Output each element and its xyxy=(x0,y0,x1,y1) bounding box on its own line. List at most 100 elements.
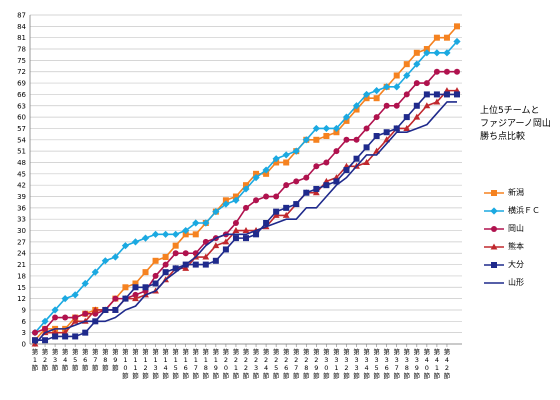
y-tick-label: 3 xyxy=(22,329,26,337)
data-point xyxy=(131,238,140,246)
data-point xyxy=(132,291,139,298)
data-point xyxy=(393,102,400,109)
data-point xyxy=(352,102,361,110)
y-tick-label: 6 xyxy=(22,318,27,326)
y-tick-label: 27 xyxy=(17,238,26,246)
data-point xyxy=(383,129,390,136)
data-point xyxy=(353,155,360,162)
data-point xyxy=(423,102,431,109)
data-point xyxy=(192,219,200,227)
data-point xyxy=(192,261,199,268)
data-point xyxy=(32,329,38,336)
data-point xyxy=(51,306,59,314)
data-point xyxy=(323,182,330,189)
legend-label-yamagata: 山形 xyxy=(508,278,524,287)
data-point xyxy=(383,83,391,91)
data-point xyxy=(192,231,199,238)
data-point xyxy=(71,317,79,324)
y-tick-label: 15 xyxy=(17,284,26,292)
data-point xyxy=(433,34,440,41)
legend-marker-kumamoto xyxy=(484,243,504,250)
data-point xyxy=(343,117,350,124)
data-point xyxy=(243,182,249,189)
data-point xyxy=(313,136,320,143)
data-point xyxy=(312,124,320,133)
data-point xyxy=(82,329,89,336)
data-point xyxy=(42,337,49,344)
data-point xyxy=(333,129,340,136)
data-point xyxy=(312,189,320,196)
data-point xyxy=(101,257,109,265)
data-point xyxy=(182,231,189,238)
legend-marker-niigata xyxy=(484,190,504,196)
data-point xyxy=(212,257,219,264)
data-point xyxy=(393,72,400,79)
data-point xyxy=(112,306,119,313)
legend-point xyxy=(490,207,498,215)
data-point xyxy=(232,193,239,200)
y-tick-label: 78 xyxy=(17,46,26,54)
y-tick-label: 75 xyxy=(17,57,26,65)
data-point xyxy=(162,254,169,261)
chart-title-line-2: ファジアーノ岡山 xyxy=(480,119,551,129)
data-point xyxy=(172,230,180,238)
data-point xyxy=(433,68,440,75)
series-1 xyxy=(31,37,461,337)
data-point xyxy=(272,211,280,218)
legend-label-yokohama-fc: 横浜ＦＣ xyxy=(508,206,540,215)
data-point xyxy=(453,37,461,46)
data-point xyxy=(172,265,179,272)
data-point xyxy=(443,91,450,98)
data-point xyxy=(403,124,411,131)
data-point xyxy=(323,159,330,166)
data-point xyxy=(393,125,400,132)
data-point xyxy=(202,219,210,227)
data-point xyxy=(454,23,460,30)
y-tick-label: 87 xyxy=(17,12,26,20)
data-point xyxy=(172,250,179,257)
y-tick-label: 30 xyxy=(17,227,26,235)
y-tick-label: 39 xyxy=(17,193,26,201)
y-tick-label: 81 xyxy=(17,34,26,42)
data-point xyxy=(273,159,280,166)
legend-label-kumamoto: 熊本 xyxy=(508,242,524,251)
data-point xyxy=(413,49,420,56)
data-point xyxy=(363,95,370,102)
data-point xyxy=(333,148,340,155)
axes xyxy=(29,15,462,347)
data-point xyxy=(353,106,360,113)
data-point xyxy=(373,114,380,121)
y-tick-label: 48 xyxy=(17,159,26,167)
data-point xyxy=(253,197,260,204)
data-point xyxy=(111,253,119,261)
data-point xyxy=(52,314,59,321)
data-point xyxy=(433,98,441,105)
data-point xyxy=(433,91,440,98)
legend-label-oita: 大分 xyxy=(508,260,524,269)
data-point xyxy=(212,242,220,249)
data-point xyxy=(363,158,370,165)
data-point xyxy=(141,234,150,242)
data-point xyxy=(282,151,290,159)
data-point xyxy=(42,325,49,332)
data-point xyxy=(132,284,139,291)
data-point xyxy=(343,167,350,174)
data-point xyxy=(72,333,79,340)
